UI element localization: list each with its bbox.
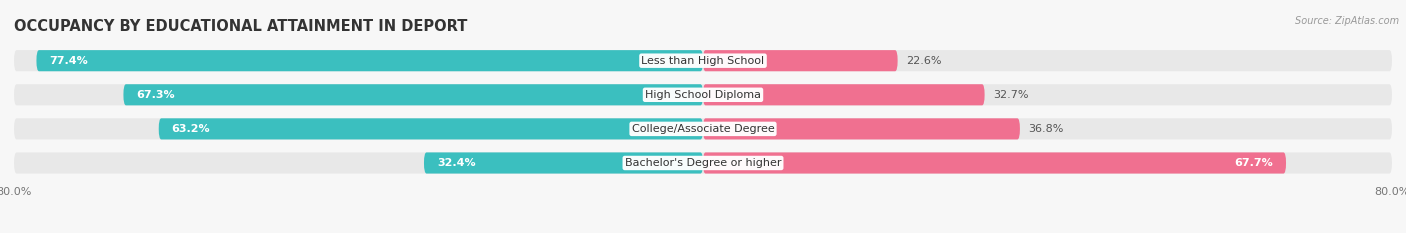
Text: 67.7%: 67.7% [1234, 158, 1272, 168]
Text: 36.8%: 36.8% [1029, 124, 1064, 134]
FancyBboxPatch shape [37, 50, 703, 71]
Text: Bachelor's Degree or higher: Bachelor's Degree or higher [624, 158, 782, 168]
FancyBboxPatch shape [14, 118, 1392, 140]
FancyBboxPatch shape [14, 152, 1392, 174]
Text: High School Diploma: High School Diploma [645, 90, 761, 100]
FancyBboxPatch shape [703, 118, 1019, 140]
FancyBboxPatch shape [703, 84, 984, 105]
FancyBboxPatch shape [425, 152, 703, 174]
Text: College/Associate Degree: College/Associate Degree [631, 124, 775, 134]
FancyBboxPatch shape [703, 152, 1286, 174]
Text: 22.6%: 22.6% [907, 56, 942, 66]
Text: Less than High School: Less than High School [641, 56, 765, 66]
FancyBboxPatch shape [159, 118, 703, 140]
FancyBboxPatch shape [124, 84, 703, 105]
Text: 67.3%: 67.3% [136, 90, 174, 100]
FancyBboxPatch shape [703, 50, 897, 71]
Text: 63.2%: 63.2% [172, 124, 211, 134]
Text: 77.4%: 77.4% [49, 56, 89, 66]
Text: Source: ZipAtlas.com: Source: ZipAtlas.com [1295, 16, 1399, 26]
FancyBboxPatch shape [14, 50, 1392, 71]
FancyBboxPatch shape [14, 84, 1392, 105]
Text: 32.4%: 32.4% [437, 158, 475, 168]
Legend: Owner-occupied, Renter-occupied: Owner-occupied, Renter-occupied [586, 230, 820, 233]
Text: OCCUPANCY BY EDUCATIONAL ATTAINMENT IN DEPORT: OCCUPANCY BY EDUCATIONAL ATTAINMENT IN D… [14, 19, 467, 34]
Text: 32.7%: 32.7% [993, 90, 1029, 100]
